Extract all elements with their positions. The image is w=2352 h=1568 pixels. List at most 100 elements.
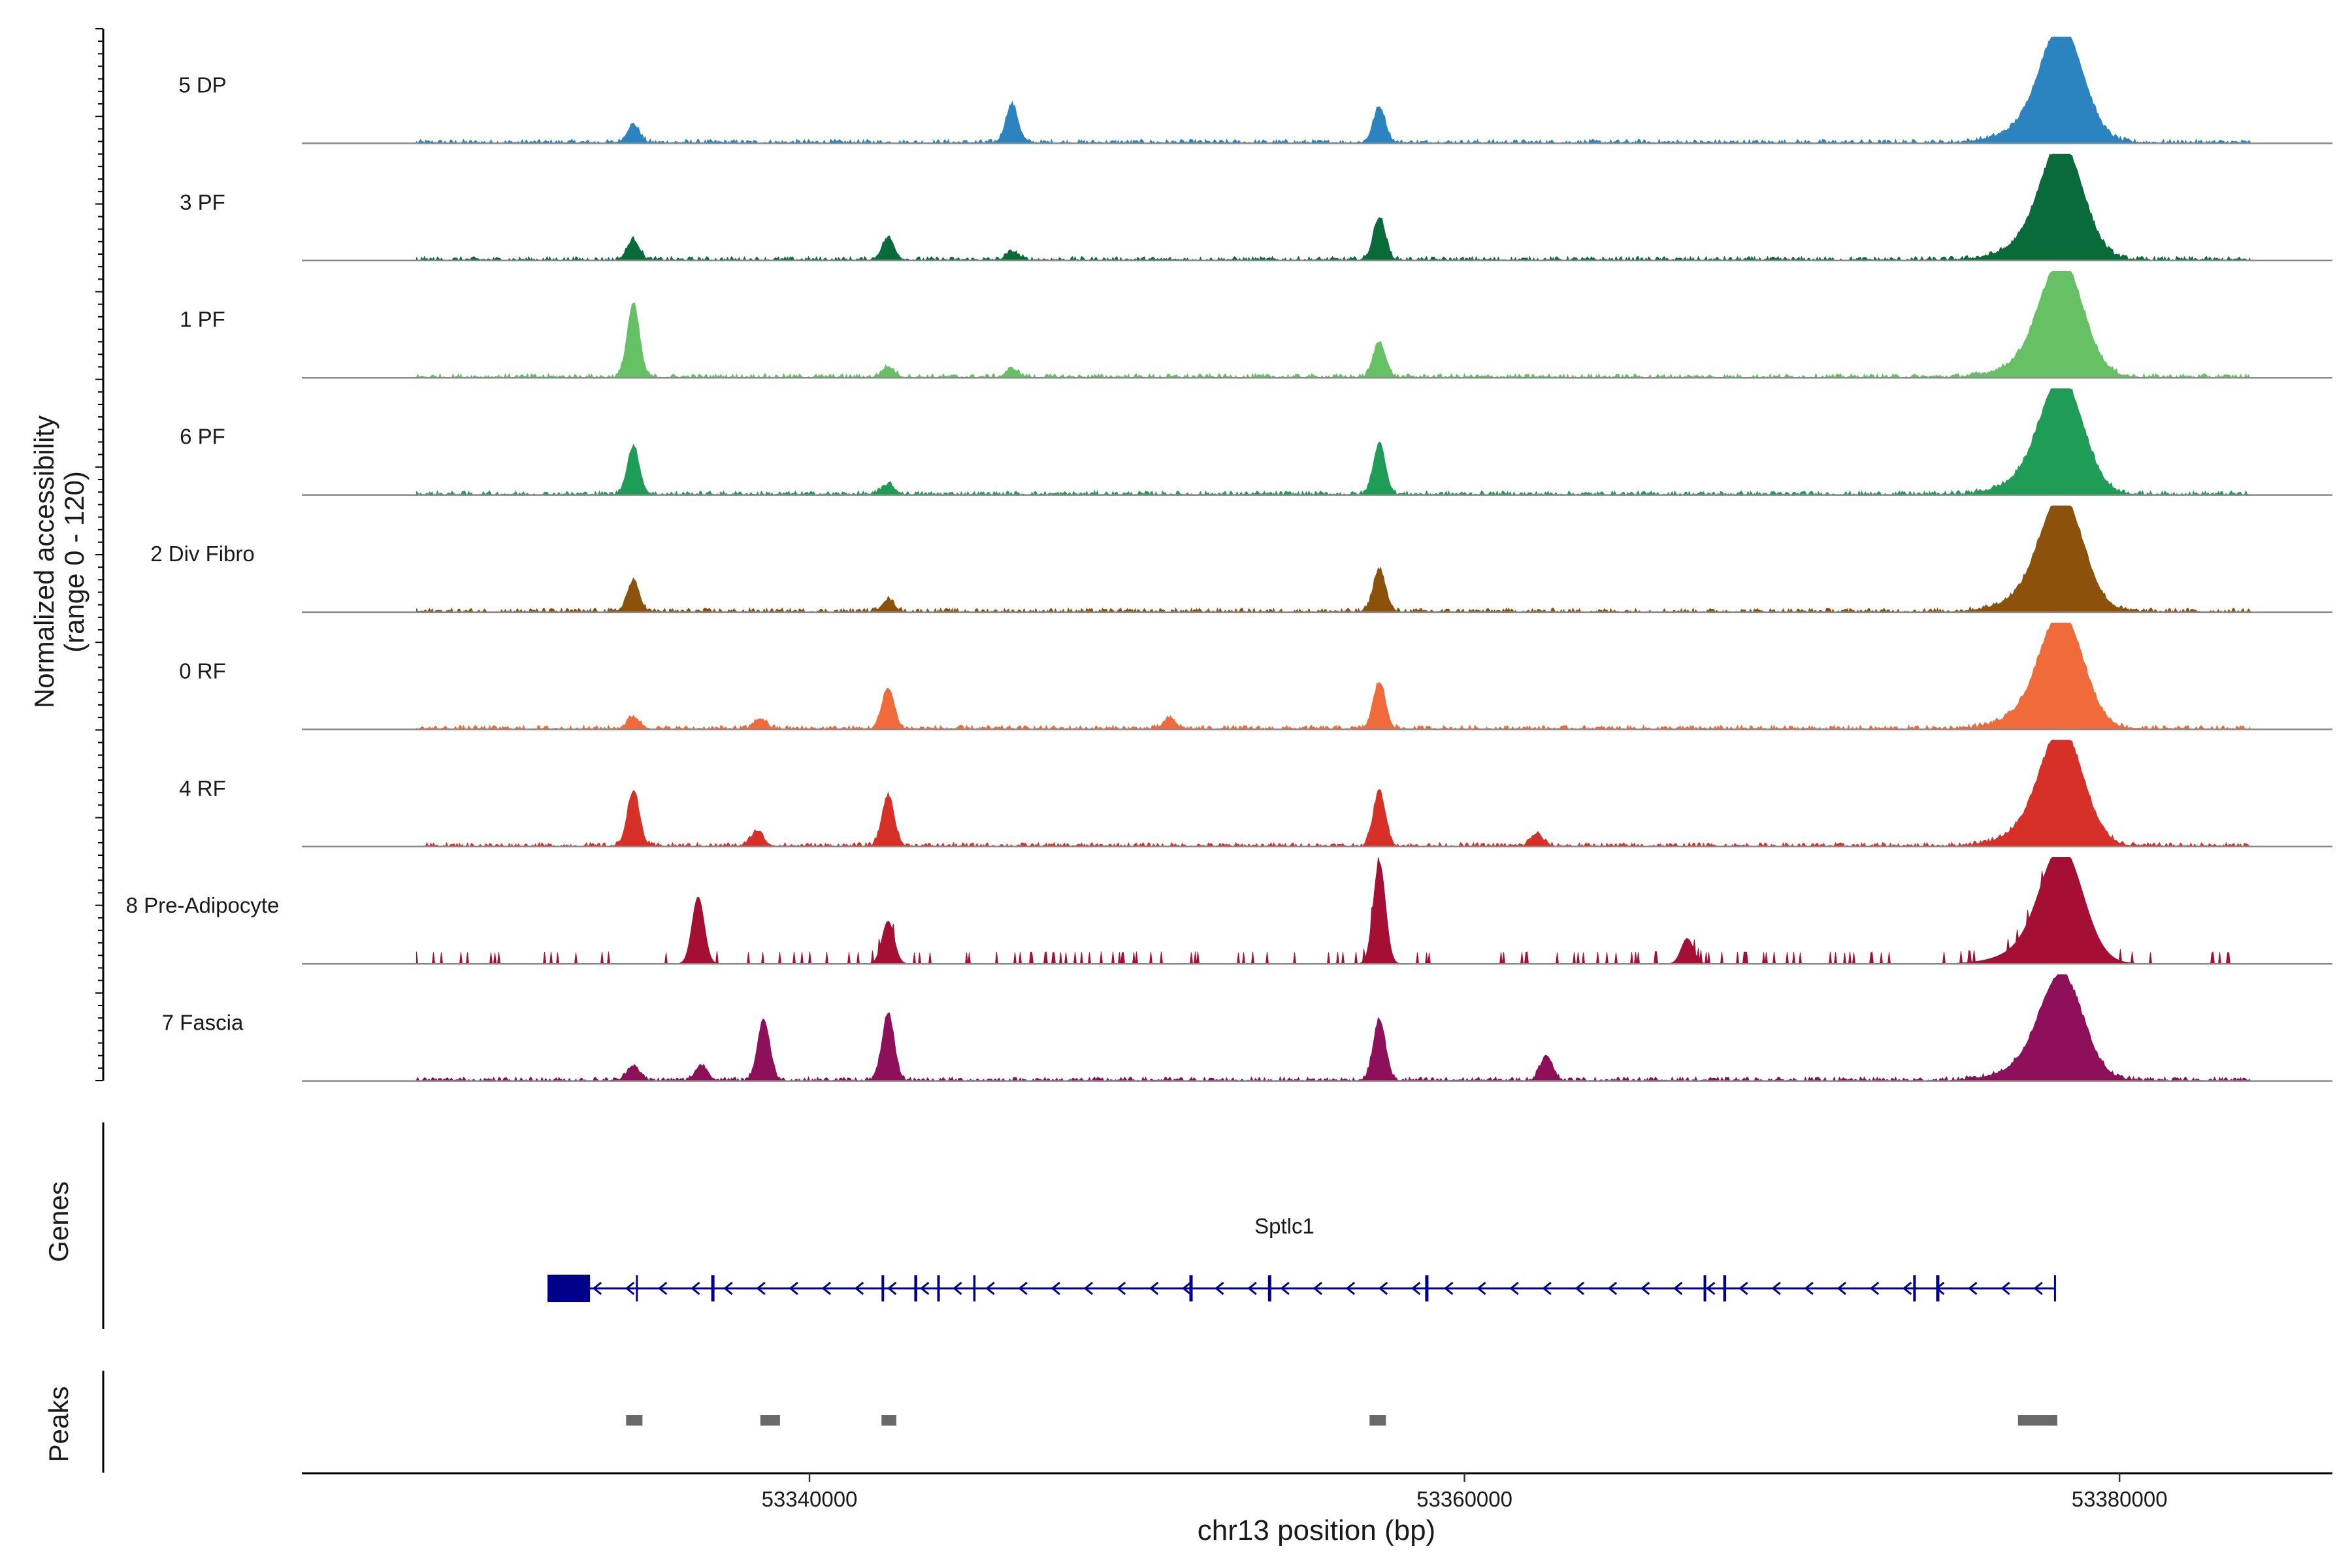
track-label-7: 8 Pre-Adipocyte <box>126 893 280 917</box>
genes-track-label: Genes <box>43 1181 74 1262</box>
track-label-5: 0 RF <box>179 659 226 683</box>
track-label-2: 1 PF <box>180 307 225 331</box>
track-6: 4 RF <box>179 740 2332 848</box>
y-axis-range-label: (range 0 - 120) <box>59 471 90 653</box>
gene-exon-1 <box>636 1275 638 1301</box>
peaks-track <box>102 1371 2057 1473</box>
signal-area-8 <box>416 974 2251 1082</box>
x-tick-label-2: 53380000 <box>2072 1487 2168 1511</box>
coverage-panels: 5 DP 3 PF 1 PF 6 PF 2 Div Fibro 0 RF 4 RF 8 Pre… <box>126 37 2332 1082</box>
strand-arrow <box>1247 1281 1257 1296</box>
gene-exon-8 <box>1267 1275 1271 1301</box>
peak-region-4 <box>2017 1415 2057 1426</box>
strand-arrow <box>1477 1281 1486 1296</box>
strand-arrow <box>920 1281 930 1296</box>
strand-arrow <box>1345 1281 1356 1296</box>
x-tick-label-0: 53340000 <box>762 1487 858 1511</box>
gene-exon-13 <box>1936 1275 1940 1301</box>
peaks-track-label: Peaks <box>43 1386 74 1463</box>
strand-arrow <box>2033 1281 2043 1296</box>
strand-arrow <box>1313 1281 1322 1296</box>
strand-arrow <box>1869 1281 1880 1296</box>
strand-arrow <box>1509 1281 1519 1296</box>
y-axis-label: Normalized accessibility <box>29 416 59 708</box>
track-4: 2 Div Fibro <box>150 505 2332 613</box>
track-8: 7 Fascia <box>162 974 2332 1082</box>
peak-region-0 <box>626 1415 643 1426</box>
gene-exon-11 <box>1723 1275 1727 1301</box>
strand-arrow <box>691 1281 700 1296</box>
strand-arrow <box>1968 1281 1978 1296</box>
track-2: 1 PF <box>180 271 2332 379</box>
strand-arrow <box>723 1281 733 1296</box>
gene-exon-14 <box>2053 1275 2056 1301</box>
strand-arrow <box>756 1281 766 1296</box>
signal-area-3 <box>416 388 2252 497</box>
track-1: 3 PF <box>180 154 2332 262</box>
gene-exon-2 <box>711 1275 715 1301</box>
strand-arrow <box>1215 1281 1224 1296</box>
strand-arrow <box>887 1281 897 1296</box>
track-label-3: 6 PF <box>180 425 225 449</box>
track-label-1: 3 PF <box>180 190 225 214</box>
strand-arrow <box>1444 1281 1454 1296</box>
strand-arrow <box>1673 1281 1683 1296</box>
strand-arrow <box>1378 1281 1388 1296</box>
strand-arrow <box>789 1281 798 1296</box>
strand-arrow <box>1182 1281 1192 1296</box>
strand-arrow <box>1902 1281 1912 1296</box>
gene-exon-3 <box>881 1275 885 1301</box>
gene-exon-0 <box>547 1275 591 1302</box>
strand-arrow <box>658 1281 668 1296</box>
gene-name-label: Sptlc1 <box>1254 1214 1315 1238</box>
strand-arrow <box>1116 1281 1126 1296</box>
strand-arrow <box>1607 1281 1618 1296</box>
gene-exon-7 <box>1189 1275 1193 1301</box>
strand-arrow <box>821 1281 832 1296</box>
track-label-0: 5 DP <box>178 73 226 97</box>
signal-area-5 <box>416 623 2251 730</box>
gene-exon-5 <box>937 1275 940 1301</box>
signal-area-1 <box>416 154 2251 262</box>
strand-arrow <box>1739 1281 1748 1296</box>
x-tick-label-1: 53360000 <box>1416 1487 1512 1511</box>
gene-exon-10 <box>1703 1275 1707 1301</box>
strand-arrow <box>2001 1281 2010 1296</box>
x-axis: 53340000 53360000 53380000 <box>302 1472 2332 1511</box>
genes-track: Sptlc1 <box>102 1122 2056 1329</box>
track-3: 6 PF <box>180 388 2332 497</box>
gene-exon-9 <box>1425 1275 1429 1301</box>
strand-arrow <box>1706 1281 1716 1296</box>
strand-arrow <box>1640 1281 1650 1296</box>
strand-arrow <box>592 1281 602 1296</box>
strand-arrow <box>1542 1281 1552 1296</box>
strand-arrow <box>1051 1281 1060 1296</box>
strand-arrow <box>1771 1281 1781 1296</box>
strand-arrow <box>1018 1281 1028 1296</box>
strand-arrow <box>1149 1281 1159 1296</box>
gene-exon-6 <box>973 1275 976 1301</box>
y-axis <box>95 28 105 1081</box>
signal-area-6 <box>416 740 2252 848</box>
x-axis-label: chr13 position (bp) <box>1198 1514 1435 1546</box>
strand-arrow <box>1575 1281 1584 1296</box>
track-label-6: 4 RF <box>179 776 226 800</box>
strand-arrow <box>953 1281 962 1296</box>
peak-region-1 <box>760 1415 780 1426</box>
gene-exon-12 <box>1913 1275 1916 1301</box>
strand-arrow <box>1411 1281 1421 1296</box>
strand-arrow <box>625 1281 635 1296</box>
track-label-8: 7 Fascia <box>162 1011 244 1035</box>
peak-region-2 <box>881 1415 896 1426</box>
peak-region-3 <box>1369 1415 1386 1426</box>
strand-arrow <box>985 1281 995 1296</box>
track-5: 0 RF <box>179 623 2332 730</box>
track-7: 8 Pre-Adipocyte <box>126 857 2332 965</box>
track-label-4: 2 Div Fibro <box>150 542 255 566</box>
strand-arrow <box>854 1281 864 1296</box>
track-0: 5 DP <box>178 37 2332 144</box>
strand-arrow <box>1083 1281 1094 1296</box>
gene-exon-4 <box>914 1275 917 1301</box>
